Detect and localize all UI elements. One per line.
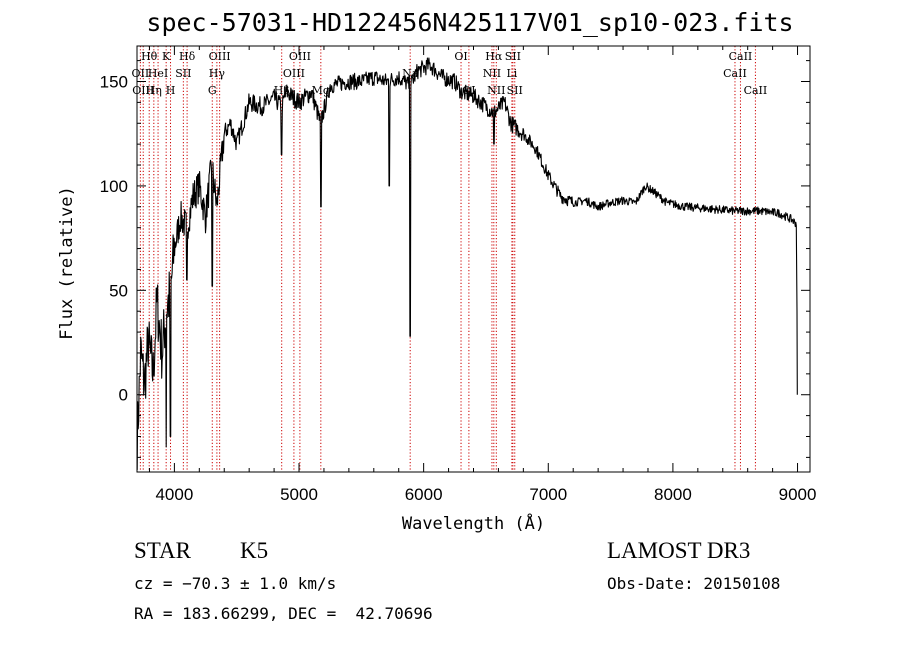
line-marker-label: OI xyxy=(462,84,475,97)
spectrum-line xyxy=(136,57,798,470)
y-tick-label: 100 xyxy=(100,177,128,196)
line-marker-label: OI xyxy=(454,50,467,63)
y-tick-label: 0 xyxy=(119,386,128,405)
line-marker-label: Mg xyxy=(312,84,330,97)
ra-dec-readout: RA = 183.66299, DEC = 42.70696 xyxy=(134,604,433,623)
line-marker-label: OIII xyxy=(283,67,305,80)
line-marker-label: Hβ xyxy=(274,84,290,97)
line-marker-label: OIII xyxy=(132,84,154,97)
line-marker-label: SII xyxy=(505,50,521,63)
line-marker-label: HeI xyxy=(148,67,168,80)
x-tick-label: 4000 xyxy=(155,485,193,504)
line-marker-label: SII xyxy=(507,84,523,97)
obs-date: Obs-Date: 20150108 xyxy=(607,574,781,593)
x-tick-label: 5000 xyxy=(280,485,318,504)
y-axis-label: Flux (relative) xyxy=(57,186,77,340)
object-class: STAR xyxy=(134,538,191,563)
survey-name: LAMOST DR3 xyxy=(607,538,751,563)
line-marker-label: OIII xyxy=(289,50,311,63)
redshift-readout: cz = −70.3 ± 1.0 km/s xyxy=(134,574,337,593)
axes-layer: 4000 5000 6000 7000 8000 9000 0 50 100 150 Wavelen… xyxy=(57,45,817,534)
x-tick-label: 9000 xyxy=(779,485,817,504)
line-marker-label: CaII xyxy=(744,84,768,97)
line-marker-label: OII xyxy=(132,67,150,80)
x-axis-label: Wavelength (Å) xyxy=(402,512,545,534)
line-marker-label: G xyxy=(208,84,217,97)
spectrum-layer xyxy=(136,57,798,470)
line-marker-label: NII xyxy=(483,67,501,80)
object-subclass: K5 xyxy=(240,538,269,563)
line-marker-label: SII xyxy=(175,67,191,80)
line-marker-label: Hη xyxy=(146,84,162,97)
y-tick-label: 150 xyxy=(100,73,128,92)
x-tick-label: 8000 xyxy=(654,485,692,504)
line-marker-label: Li xyxy=(506,67,517,80)
chart-title: spec-57031-HD122456N425117V01_sp10-023.f… xyxy=(146,8,794,37)
line-marker-label: Na xyxy=(402,67,419,80)
x-tick-label: 6000 xyxy=(405,485,443,504)
marker-label-layer: OII OIII Hθ Hη HeI K H SII Hδ G Hγ OIII Hβ OIII OIII Mg… xyxy=(132,50,768,97)
line-marker-label: Hθ xyxy=(141,50,158,63)
line-marker-label: NII xyxy=(487,84,505,97)
line-marker-label: CaII xyxy=(729,50,753,63)
plot-frame xyxy=(136,45,811,473)
line-marker-label: Hδ xyxy=(179,50,196,63)
line-marker-label: CaII xyxy=(723,67,747,80)
line-marker-label: H xyxy=(166,84,176,97)
line-marker-label: Hγ xyxy=(209,67,226,80)
line-marker-label: K xyxy=(162,50,171,63)
line-marker-label: Hα xyxy=(485,50,503,63)
x-tick-label: 7000 xyxy=(529,485,567,504)
y-tick-label: 50 xyxy=(109,281,128,300)
line-marker-label: OIII xyxy=(209,50,231,63)
line-marker-layer xyxy=(139,46,756,472)
